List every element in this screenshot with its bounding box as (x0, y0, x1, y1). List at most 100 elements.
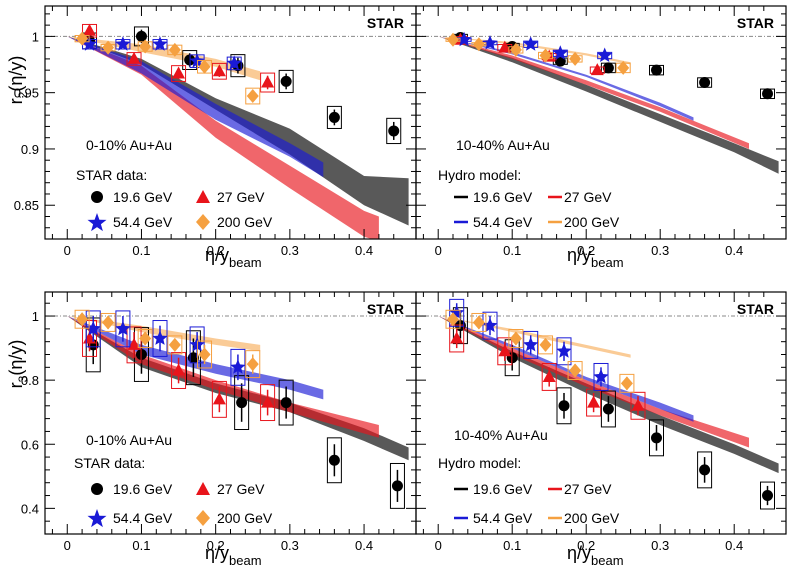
data-point-200-gev (246, 89, 259, 104)
syst-box-19-6-gev (326, 437, 342, 484)
x-tick-label: 0.3 (651, 243, 669, 258)
syst-box-54-4-gev (523, 330, 539, 359)
data-point-200-gev (76, 312, 89, 327)
data-point-54-4-gev (556, 343, 572, 358)
x-axis-label-top-right: η/ybeam (567, 245, 624, 270)
xlabel-sub: beam (229, 255, 262, 270)
syst-box-27-gev (126, 326, 142, 364)
data-point-27-gev (212, 392, 226, 405)
r3-ylabel-base: r (6, 382, 26, 388)
legend-label-27-gev: 27 GeV (564, 189, 612, 205)
syst-box-19-6-gev (556, 387, 572, 425)
xlabel-base: η/y (567, 543, 591, 563)
xlabel-base: η/y (567, 245, 591, 265)
model-band-19-6-gev (67, 36, 409, 226)
syst-box-19-6-gev (278, 69, 294, 93)
legend-label-19-6-gev: 19.6 GeV (473, 189, 533, 205)
y-tick-label: 0.9 (21, 142, 39, 157)
syst-box-19-6-gev (600, 390, 616, 428)
legend-header: Hydro model: (438, 167, 521, 183)
data-point-200-gev (447, 32, 459, 47)
data-point-19-6-gev (602, 403, 614, 415)
syst-box-19-6-gev (326, 105, 342, 129)
legend-centrality: 0-10% Au+Au (86, 432, 172, 448)
data-point-54-4-gev (115, 320, 131, 336)
syst-box-200-gev (471, 312, 487, 332)
data-point-200-gev (198, 59, 211, 74)
marker-19-6-gev (91, 483, 103, 495)
data-point-27-gev (498, 40, 512, 53)
legend-header: STAR data: (74, 455, 145, 471)
data-point-54-4-gev (152, 36, 168, 51)
legend-label-54-4-gev: 54.4 GeV (113, 510, 173, 526)
x-tick-label: 0.1 (503, 243, 521, 258)
data-point-19-6-gev (651, 432, 662, 444)
syst-box-27-gev (541, 362, 557, 391)
syst-box-200-gev (508, 329, 524, 348)
data-point-27-gev (83, 23, 97, 36)
panel-1: 0 0.1 0.2 0.3 0.4 0.85 0.9 0.95 1 STAR (14, 5, 417, 258)
legend-label-19-6-gev: 19.6 GeV (113, 481, 173, 497)
syst-box-19-6-gev (386, 117, 402, 145)
syst-box-54-4-gev (115, 310, 131, 348)
legend-label-54-4-gev: 54.4 GeV (113, 214, 173, 230)
data-point-200-gev (472, 315, 485, 330)
data-point-54-4-gev (523, 336, 539, 352)
plot-area (416, 298, 786, 510)
syst-box-54-4-gev (449, 298, 465, 327)
plot-area (416, 31, 786, 174)
legend-label-19-6-gev: 19.6 GeV (473, 481, 533, 497)
legend-centrality: 0-10% Au+Au (86, 137, 172, 153)
y-tick-label: 0.4 (21, 501, 39, 516)
syst-box-27-gev (260, 384, 276, 422)
syst-box-200-gev (538, 335, 553, 355)
legend-label-200-gev: 200 GeV (564, 214, 620, 230)
data-point-200-gev (569, 363, 582, 378)
data-point-27-gev (542, 369, 556, 382)
x-tick-label: 0.3 (281, 538, 299, 553)
x-axis-label-top-left: η/ybeam (205, 245, 262, 270)
data-point-54-4-gev (456, 31, 472, 47)
syst-box-27-gev (171, 65, 187, 82)
x-tick-label: 0 (64, 243, 71, 258)
legend-label-200-gev: 200 GeV (564, 510, 620, 526)
marker-19-6-gev (91, 191, 103, 203)
legend-label-200-gev: 200 GeV (217, 510, 273, 526)
marker-200-gev (196, 510, 210, 526)
legend-label-54-4-gev: 54.4 GeV (473, 510, 533, 526)
y-tick-label: 1 (32, 309, 39, 324)
x-tick-label: 0.4 (725, 538, 743, 553)
data-point-19-6-gev (391, 480, 403, 492)
data-point-54-4-gev (597, 47, 613, 62)
data-point-54-4-gev (152, 330, 168, 345)
syst-box-200-gev (245, 87, 261, 105)
data-point-19-6-gev (187, 352, 199, 364)
x-tick-label: 0 (435, 243, 442, 258)
legend-bottom-left: 0-10% Au+Au STAR data: 19.6 GeV 27 GeV 5… (74, 432, 273, 528)
marker-27-gev (196, 482, 210, 495)
syst-box-200-gev (245, 350, 261, 379)
data-point-54-4-gev (85, 320, 101, 336)
x-tick-label: 0.3 (651, 538, 669, 553)
x-axis-label-bottom-right: η/ybeam (567, 543, 624, 568)
data-point-19-6-gev (651, 64, 662, 76)
data-point-27-gev (590, 63, 604, 76)
model-band-19-6-gev (67, 316, 409, 461)
x-axis-label-bottom-left: η/ybeam (205, 543, 262, 568)
model-band-19-6-gev (438, 36, 779, 174)
data-point-54-4-gev (523, 36, 539, 51)
syst-box-54-4-gev (85, 310, 101, 348)
legend-label-27-gev: 27 GeV (564, 481, 612, 497)
data-point-27-gev (127, 337, 141, 350)
data-point-19-6-gev (699, 77, 711, 89)
data-point-200-gev (447, 312, 459, 327)
data-point-54-4-gev (81, 36, 98, 51)
data-point-27-gev (498, 344, 512, 357)
syst-box-19-6-gev (234, 375, 250, 431)
panel-4: 0 0.1 0.2 0.3 0.4 STAR (415, 291, 787, 553)
x-tick-label: 0.1 (132, 243, 150, 258)
data-point-27-gev (261, 395, 275, 408)
data-point-19-6-gev (328, 454, 340, 466)
data-point-200-gev (102, 315, 115, 330)
